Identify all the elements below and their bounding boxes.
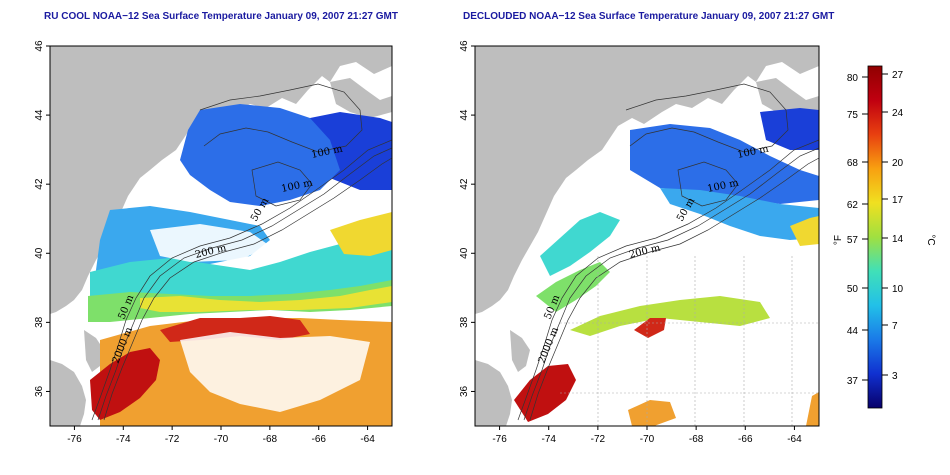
sst-cyan-coast <box>540 212 620 276</box>
sst-darkred-core <box>90 348 160 420</box>
land-peninsula <box>510 330 530 372</box>
land-mass <box>50 46 392 314</box>
colorbar-f-tick-label: 50 <box>847 284 859 295</box>
x-tick-label: -68 <box>263 434 278 445</box>
sst-green-shelf <box>536 262 610 312</box>
sst-orange-patch <box>806 392 819 426</box>
sst-darkred-core <box>514 364 576 422</box>
grid-lines <box>560 256 819 426</box>
sst-deep-blue <box>760 108 819 150</box>
sst-green-filament <box>570 296 770 336</box>
x-tick-label: -64 <box>360 434 375 445</box>
sst-blue <box>180 104 340 206</box>
left-panel-title: RU COOL NOAA−12 Sea Surface Temperature … <box>44 11 398 22</box>
land-mass <box>475 46 819 314</box>
x-tick-label: -68 <box>689 434 704 445</box>
colorbar-c-tick-label: 27 <box>892 70 904 81</box>
x-tick-label: -74 <box>541 434 556 445</box>
colorbar-c-label: °C <box>925 234 936 245</box>
y-tick-label: 46 <box>34 40 45 52</box>
x-tick-label: -64 <box>787 434 802 445</box>
bathymetry-contours <box>517 83 819 421</box>
colorbar-ticks: 80 75 68 62 57 50 44 37 27 24 20 17 14 10 7 3 <box>847 70 904 387</box>
colorbar-f-tick-label: 62 <box>847 200 859 211</box>
colorbar-f-tick-label: 80 <box>847 73 859 84</box>
right-map-content: 100 m 100 m 50 m 200 m 50 m 2000 m <box>475 46 819 426</box>
colorbar-c-tick-label: 14 <box>892 234 904 245</box>
y-tick-label: 38 <box>459 316 470 328</box>
colorbar: 80 75 68 62 57 50 44 37 27 24 20 17 14 10 7 3 °F °C <box>833 65 936 409</box>
bathymetry-contours <box>91 83 392 421</box>
land-peninsula <box>84 330 104 372</box>
x-tick-label: -70 <box>214 434 229 445</box>
colorbar-c-tick-label: 24 <box>892 108 904 119</box>
y-tick-label: 42 <box>34 178 45 190</box>
colorbar-f-tick-label: 57 <box>847 235 859 246</box>
land-novascotia <box>330 78 392 118</box>
sst-yellow-east <box>330 212 392 256</box>
y-tick-label: 44 <box>34 109 45 121</box>
y-tick-label: 36 <box>459 385 470 397</box>
colorbar-c-tick-label: 3 <box>892 371 898 382</box>
sst-lightblue <box>660 188 819 240</box>
sst-yellow <box>140 286 392 312</box>
left-axes: -76 -74 -72 -70 -68 -66 -64 36 38 40 42 44 46 <box>34 40 375 445</box>
land-coast-south <box>50 360 86 426</box>
x-tick-label: -74 <box>116 434 131 445</box>
x-tick-label: -72 <box>591 434 606 445</box>
colorbar-f-tick-label: 68 <box>847 158 859 169</box>
colorbar-f-tick-label: 75 <box>847 110 859 121</box>
left-map-panel: 100 m 100 m 50 m 200 m 50 m 2000 m -76 -7… <box>34 40 393 445</box>
x-tick-label: -76 <box>492 434 507 445</box>
colorbar-c-tick-label: 17 <box>892 195 904 206</box>
sst-yellow-east <box>790 216 819 246</box>
x-tick-label: -66 <box>738 434 753 445</box>
right-panel-title: DECLOUDED NOAA−12 Sea Surface Temperatur… <box>463 11 835 22</box>
land-novascotia <box>756 78 819 118</box>
x-tick-label: -72 <box>165 434 180 445</box>
colorbar-gradient <box>867 65 883 409</box>
sst-orange-patch <box>628 400 676 426</box>
x-tick-label: -70 <box>640 434 655 445</box>
y-tick-label: 36 <box>34 385 45 397</box>
y-tick-label: 42 <box>459 178 470 190</box>
colorbar-f-tick-label: 44 <box>847 326 859 337</box>
y-tick-label: 44 <box>459 109 470 121</box>
y-tick-label: 40 <box>34 247 45 259</box>
left-map-content: 100 m 100 m 50 m 200 m 50 m 2000 m <box>50 46 392 426</box>
y-tick-label: 46 <box>459 40 470 52</box>
x-tick-label: -66 <box>311 434 326 445</box>
x-tick-label: -76 <box>67 434 82 445</box>
colorbar-f-tick-label: 37 <box>847 376 859 387</box>
right-map-panel: 100 m 100 m 50 m 200 m 50 m 2000 m -76 -7… <box>459 40 820 445</box>
land-coast-south <box>475 360 512 426</box>
right-axes: -76 -74 -72 -70 -68 -66 -64 36 38 40 42 44 46 <box>459 40 802 445</box>
sst-red-stream <box>160 316 310 342</box>
colorbar-c-tick-label: 7 <box>892 321 898 332</box>
y-tick-label: 40 <box>459 247 470 259</box>
sst-cyan <box>90 232 392 304</box>
colorbar-c-tick-label: 20 <box>892 158 904 169</box>
colorbar-c-tick-label: 10 <box>892 284 904 295</box>
cloud-white-1 <box>180 332 370 412</box>
y-tick-label: 38 <box>34 316 45 328</box>
sst-blue <box>630 124 819 204</box>
colorbar-f-label: °F <box>833 235 844 245</box>
